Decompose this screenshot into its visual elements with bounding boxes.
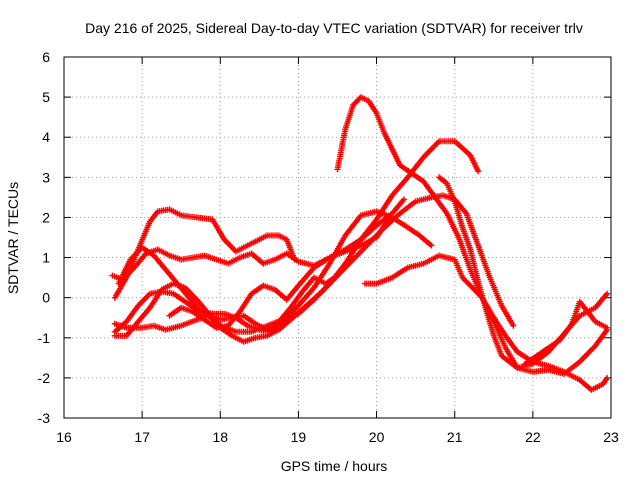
y-tick-label: 0 [42,290,50,306]
y-tick-label: 2 [42,209,50,225]
data-point [428,242,435,249]
x-tick-label: 16 [56,429,72,445]
data-point [604,374,611,381]
y-tick-labels: -3 -2 -1 0 1 2 3 4 5 6 [38,49,51,426]
x-tick-label: 17 [134,429,150,445]
series-sat-g [166,216,392,331]
data-point [604,290,611,297]
data-point [604,324,611,331]
y-tick-label: 4 [42,129,50,145]
series-sat-e [111,272,341,335]
data-point [385,216,392,223]
y-tick-label: -1 [38,330,51,346]
y-tick-label: -3 [38,410,51,426]
x-tick-label: 18 [212,429,228,445]
y-axis-label: SDTVAR / TECUs [5,182,21,294]
data-point [510,322,517,329]
x-tick-labels: 16 17 18 19 20 21 22 23 [56,429,619,445]
plot-frame [63,56,612,419]
x-tick-label: 20 [369,429,385,445]
y-tick-label: 6 [42,49,50,65]
y-tick-label: 1 [42,250,50,266]
x-tick-label: 23 [603,429,619,445]
data-points [109,94,611,393]
x-axis-label: GPS time / hours [281,458,388,474]
x-tick-label: 19 [291,429,307,445]
data-point [291,256,298,263]
series-sat-k [522,298,611,367]
x-tick-label: 22 [525,429,541,445]
chart-title: Day 216 of 2025, Sidereal Day-to-day VTE… [85,20,583,36]
y-tick-label: 3 [42,169,50,185]
series-sat-j [361,252,611,393]
y-tick-label: 5 [42,89,50,105]
y-tick-label: -2 [38,370,51,386]
data-point [400,196,407,203]
data-point [475,168,482,175]
x-tick-label: 21 [447,429,463,445]
